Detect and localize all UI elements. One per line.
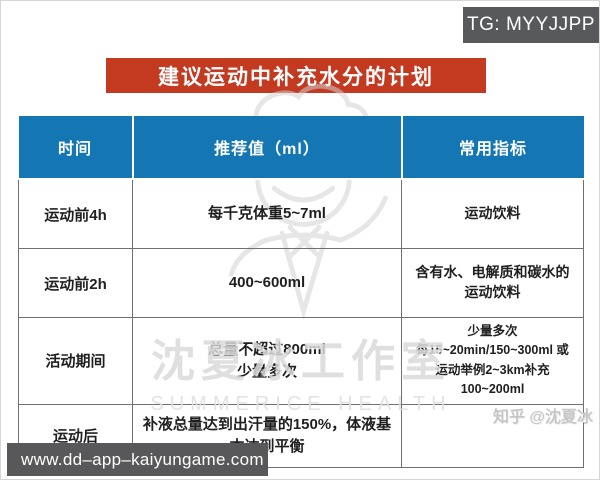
row2-indicator: 含有水、电解质和碳水的运动饮料 [401,248,584,318]
page-title: 建议运动中补充水分的计划 [106,58,486,93]
table-row: 运动前2h 400~600ml 含有水、电解质和碳水的运动饮料 [18,248,584,318]
row3-value-line1: 总量不超过800ml [208,341,326,358]
row3-indicator-line1: 少量多次 [467,324,518,338]
row1-time: 运动前4h [18,178,133,249]
row3-indicator-line2: 每15~20min/150~300ml 或 [416,343,569,358]
row1-indicator: 运动饮料 [401,178,584,249]
row2-value: 400~600ml [132,248,402,318]
header-common-indicator: 常用指标 [400,116,584,180]
header-recommended-value: 推荐值（ml） [131,116,403,180]
header-time: 时间 [18,116,134,180]
table-row: 运动后 补液总量达到出汗量的150%，体液基本达到平衡 [18,403,584,468]
website-url-badge: www.dd–app–kaiyungame.com [7,443,268,476]
row3-value-line2: 少量多次 [236,362,297,380]
row3-time: 活动期间 [18,317,133,405]
row2-time: 运动前2h [18,248,133,318]
row1-value: 每千克体重5~7ml [132,178,402,249]
row3-value: 总量不超过800ml 少量多次 [132,317,402,405]
row4-indicator-empty [401,403,584,468]
hydration-plan-table: 时间 推荐值（ml） 常用指标 运动前4h 每千克体重5~7ml 运动饮料 运动… [18,116,584,468]
table-row: 运动前4h 每千克体重5~7ml 运动饮料 [18,178,584,249]
table-header-row: 时间 推荐值（ml） 常用指标 [18,116,584,180]
table-row: 活动期间 总量不超过800ml 少量多次 少量多次 每15~20min/150~… [18,317,584,405]
row3-indicator-line3: 运动举例2~3km补充100~200ml [435,362,550,397]
tg-contact-badge: TG: MYYJJPP [463,7,599,43]
row3-indicator: 少量多次 每15~20min/150~300ml 或 运动举例2~3km补充10… [401,317,584,405]
